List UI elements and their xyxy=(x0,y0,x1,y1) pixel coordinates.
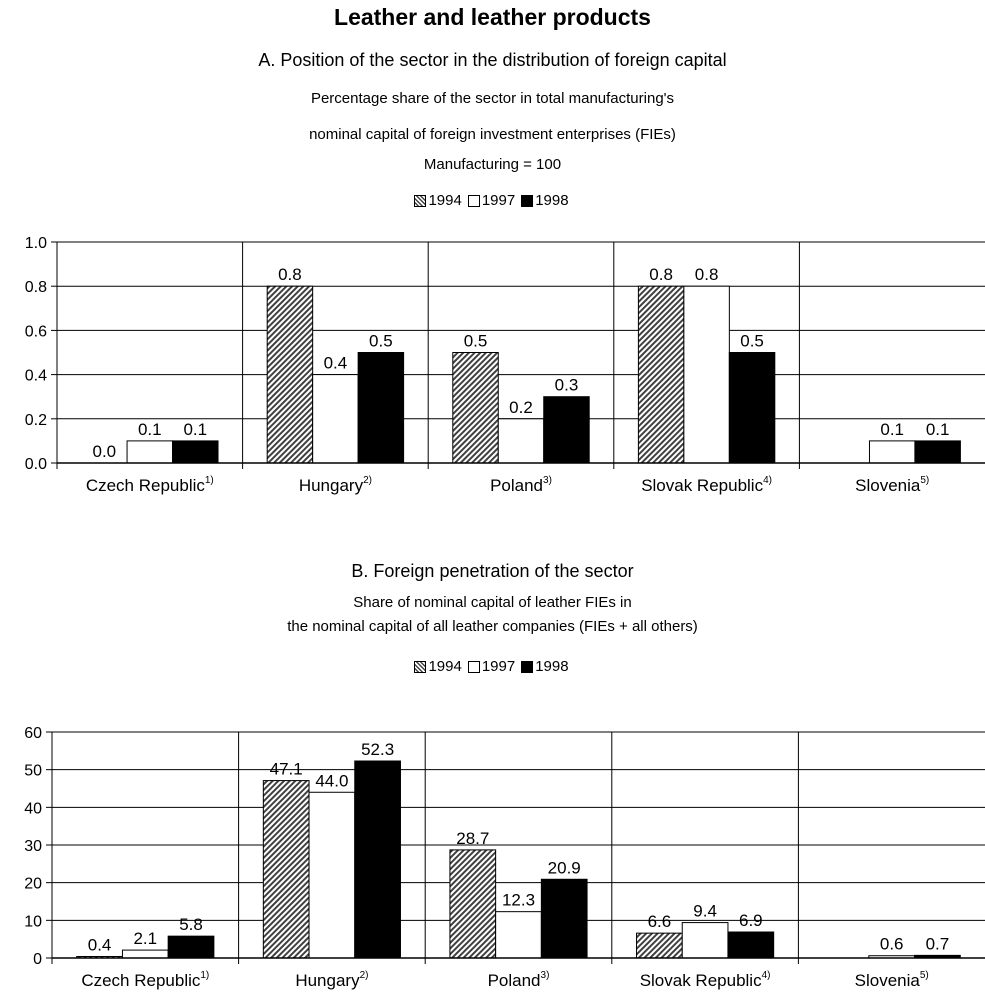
legend-swatch-1998 xyxy=(521,660,534,673)
data-label: 0.8 xyxy=(649,265,673,284)
y-tick-label: 0 xyxy=(33,951,42,968)
data-label: 5.8 xyxy=(179,915,203,934)
data-label: 12.3 xyxy=(502,891,535,910)
x-category-label: Poland3) xyxy=(490,475,552,495)
bar-1998-czech-republic xyxy=(167,935,215,959)
chart-a-legend: 1994 1997 1998 xyxy=(0,192,985,209)
data-label: 0.4 xyxy=(324,354,348,373)
legend-item-1997: 1997 xyxy=(467,192,516,209)
data-label: 47.1 xyxy=(270,760,303,779)
x-category-label: Poland3) xyxy=(488,970,550,990)
legend-item-1994: 1994 xyxy=(414,192,462,209)
chart-b-subtitle-line-1: Share of nominal capital of leather FIEs… xyxy=(353,594,632,611)
y-tick-label: 20 xyxy=(24,876,42,893)
y-tick-label: 0.4 xyxy=(25,368,47,385)
x-category-label: Czech Republic1) xyxy=(81,970,209,990)
x-category-label: Hungary2) xyxy=(299,475,372,495)
bar-1998-poland xyxy=(543,396,590,464)
chart-b-legend: 1994 1997 1998 xyxy=(0,658,985,675)
data-label: 0.8 xyxy=(278,265,302,284)
data-label: 0.5 xyxy=(740,332,764,351)
data-label: 0.4 xyxy=(88,935,112,954)
y-tick-label: 0.8 xyxy=(25,279,47,296)
data-label: 52.3 xyxy=(361,740,394,759)
bar-1997-slovak-republic xyxy=(683,285,730,464)
chart-b-subtitle-line-2: the nominal capital of all leather compa… xyxy=(287,618,698,635)
data-label: 0.1 xyxy=(183,420,207,439)
bar-1994-poland xyxy=(452,352,499,464)
y-tick-label: 1.0 xyxy=(25,235,47,252)
x-category-label: Hungary2) xyxy=(295,970,368,990)
x-category-label: Czech Republic1) xyxy=(86,475,214,495)
data-label: 0.2 xyxy=(509,398,533,417)
legend-label-1997: 1997 xyxy=(481,658,516,675)
data-label: 6.9 xyxy=(739,911,763,930)
bar-1997-hungary xyxy=(312,374,359,464)
legend-label-1998: 1998 xyxy=(535,192,569,209)
legend-swatch-1998 xyxy=(521,194,534,207)
chart-a-subtitle-line-1: Percentage share of the sector in total … xyxy=(310,90,675,107)
data-label: 0.3 xyxy=(555,376,579,395)
data-label: 28.7 xyxy=(456,829,489,848)
y-tick-label: 0.2 xyxy=(25,412,47,429)
data-label: 6.6 xyxy=(648,912,672,931)
y-tick-label: 40 xyxy=(24,800,42,817)
bar-1997-poland xyxy=(495,911,542,959)
legend-label-1994: 1994 xyxy=(428,192,462,209)
y-tick-label: 10 xyxy=(24,913,42,930)
data-label: 0.5 xyxy=(369,332,393,351)
data-label: 0.1 xyxy=(880,420,904,439)
data-label: 0.5 xyxy=(464,332,488,351)
bar-1994-slovak-republic xyxy=(636,932,683,959)
legend-item-1994: 1994 xyxy=(414,658,462,675)
bar-1998-slovak-republic xyxy=(728,352,776,464)
y-tick-label: 30 xyxy=(24,838,42,855)
x-category-label: Slovak Republic4) xyxy=(641,475,772,495)
bar-1997-czech-republic xyxy=(121,949,169,959)
legend-item-1998: 1998 xyxy=(521,192,569,209)
data-label: 9.4 xyxy=(693,902,717,921)
page-title: Leather and leather products xyxy=(334,4,651,30)
data-label: 0.8 xyxy=(695,265,719,284)
legend-swatch-1997 xyxy=(467,194,480,207)
legend-label-1994: 1994 xyxy=(428,658,462,675)
data-label: 0.6 xyxy=(880,935,904,954)
legend-item-1998: 1998 xyxy=(521,658,569,675)
y-tick-label: 60 xyxy=(24,725,42,742)
bar-1997-hungary xyxy=(308,791,356,959)
bar-1998-poland xyxy=(540,878,588,959)
legend-swatch-1994 xyxy=(414,660,427,673)
chart-b-title: B. Foreign penetration of the sector xyxy=(351,561,634,581)
data-label: 0.0 xyxy=(93,442,117,461)
chart-a-subtitle-line-3: Manufacturing = 100 xyxy=(423,156,562,173)
bar-1997-slovak-republic xyxy=(681,922,729,959)
bar-1994-poland xyxy=(449,849,497,959)
data-label: 0.1 xyxy=(926,420,950,439)
bar-1998-hungary xyxy=(357,352,405,464)
x-category-label: Slovenia5) xyxy=(855,475,929,495)
chart-a: 0.0 0.2 0.4 0.6 0.8 1.0 0.0 0.1 0.1 Czech Republi… xyxy=(25,235,985,495)
chart-a-subtitle-line-2: nominal capital of foreign investment en… xyxy=(309,126,676,143)
y-tick-label: 0.6 xyxy=(25,323,47,340)
data-label: 2.1 xyxy=(133,929,157,948)
y-tick-label: 0.0 xyxy=(25,456,47,473)
data-label: 44.0 xyxy=(315,771,348,790)
bar-1998-slovak-republic xyxy=(727,931,775,959)
legend-item-1997: 1997 xyxy=(467,658,516,675)
data-label: 0.7 xyxy=(926,934,950,953)
bar-1998-hungary xyxy=(354,760,401,959)
legend-label-1997: 1997 xyxy=(481,192,516,209)
y-tick-label: 50 xyxy=(24,763,42,780)
bar-1994-slovak-republic xyxy=(637,285,685,464)
x-category-label: Slovenia5) xyxy=(855,970,929,990)
legend-swatch-1994 xyxy=(414,194,427,207)
chart-a-title: A. Position of the sector in the distrib… xyxy=(258,50,727,70)
data-label: 20.9 xyxy=(548,858,581,877)
x-category-label: Slovak Republic4) xyxy=(640,970,771,990)
data-label: 0.1 xyxy=(138,420,162,439)
legend-label-1998: 1998 xyxy=(535,658,569,675)
bar-1994-hungary xyxy=(262,780,310,959)
legend-swatch-1997 xyxy=(467,660,480,673)
